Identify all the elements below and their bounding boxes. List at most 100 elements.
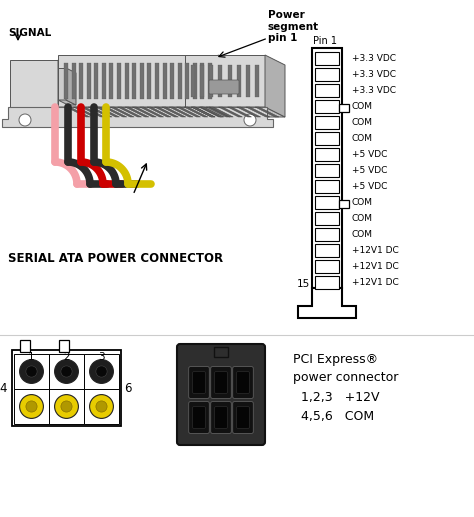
FancyBboxPatch shape: [189, 367, 210, 399]
Polygon shape: [176, 107, 201, 117]
Polygon shape: [10, 60, 58, 108]
Bar: [312, 48, 342, 288]
Polygon shape: [73, 107, 97, 117]
Polygon shape: [219, 107, 242, 117]
Polygon shape: [255, 107, 279, 117]
Circle shape: [26, 401, 37, 412]
Polygon shape: [2, 107, 273, 127]
Bar: [315, 132, 339, 145]
Polygon shape: [58, 60, 78, 118]
Bar: [339, 200, 349, 208]
Text: 3: 3: [98, 352, 105, 362]
Polygon shape: [265, 55, 285, 117]
Text: 4: 4: [0, 383, 7, 396]
Polygon shape: [94, 63, 98, 99]
Polygon shape: [199, 107, 223, 117]
Text: +3.3 VDC: +3.3 VDC: [352, 54, 396, 63]
Polygon shape: [58, 107, 238, 117]
Polygon shape: [169, 107, 193, 117]
Polygon shape: [184, 107, 208, 117]
Circle shape: [90, 394, 113, 418]
Polygon shape: [206, 107, 230, 117]
Polygon shape: [185, 107, 285, 117]
Circle shape: [244, 114, 256, 126]
Polygon shape: [210, 107, 233, 117]
Bar: [315, 276, 339, 289]
Circle shape: [96, 366, 107, 377]
FancyBboxPatch shape: [193, 407, 205, 428]
Polygon shape: [163, 63, 166, 99]
Polygon shape: [298, 288, 356, 318]
Bar: [84, 389, 119, 424]
Polygon shape: [103, 107, 127, 117]
Circle shape: [19, 114, 31, 126]
FancyBboxPatch shape: [193, 372, 205, 393]
Text: 4,5,6   COM: 4,5,6 COM: [301, 410, 374, 423]
Text: 2: 2: [63, 352, 70, 362]
Polygon shape: [109, 63, 113, 99]
Polygon shape: [58, 68, 66, 100]
Text: 1,2,3   +12V: 1,2,3 +12V: [301, 391, 380, 404]
Polygon shape: [87, 63, 91, 99]
Bar: [315, 84, 339, 97]
FancyBboxPatch shape: [237, 372, 249, 393]
Text: COM: COM: [352, 118, 373, 127]
Polygon shape: [58, 55, 218, 107]
Text: +5 VDC: +5 VDC: [352, 166, 387, 175]
Polygon shape: [66, 107, 90, 117]
Text: 6: 6: [124, 383, 131, 396]
Polygon shape: [228, 65, 232, 97]
Text: +5 VDC: +5 VDC: [352, 150, 387, 159]
Polygon shape: [228, 107, 252, 117]
Text: 15: 15: [297, 279, 310, 289]
Text: +3.3 VDC: +3.3 VDC: [352, 70, 396, 79]
Polygon shape: [178, 63, 182, 99]
Polygon shape: [132, 107, 156, 117]
Polygon shape: [117, 63, 121, 99]
FancyBboxPatch shape: [189, 402, 210, 433]
Polygon shape: [140, 63, 144, 99]
Polygon shape: [208, 63, 212, 99]
Text: PCI Express®: PCI Express®: [293, 353, 378, 366]
Polygon shape: [155, 63, 159, 99]
Bar: [315, 244, 339, 257]
Bar: [315, 228, 339, 241]
Polygon shape: [255, 65, 259, 97]
Polygon shape: [125, 63, 128, 99]
Circle shape: [61, 401, 72, 412]
Polygon shape: [219, 65, 222, 97]
Text: Power
segment
pin 1: Power segment pin 1: [268, 10, 319, 43]
Polygon shape: [185, 55, 265, 107]
Bar: [315, 260, 339, 273]
Text: COM: COM: [352, 102, 373, 111]
Bar: [214, 347, 228, 357]
Polygon shape: [72, 63, 75, 99]
Polygon shape: [81, 107, 105, 117]
Polygon shape: [191, 107, 215, 117]
Polygon shape: [201, 63, 204, 99]
Text: +5 VDC: +5 VDC: [352, 182, 387, 191]
Circle shape: [55, 394, 78, 418]
Bar: [315, 68, 339, 81]
Text: COM: COM: [352, 134, 373, 143]
Text: SIGNAL: SIGNAL: [8, 28, 51, 38]
Text: +12V1 DC: +12V1 DC: [352, 246, 399, 255]
Polygon shape: [88, 107, 112, 117]
Polygon shape: [162, 107, 186, 117]
FancyBboxPatch shape: [215, 407, 227, 428]
Polygon shape: [110, 107, 134, 117]
Circle shape: [19, 394, 44, 418]
Polygon shape: [140, 107, 164, 117]
Bar: [315, 116, 339, 129]
Polygon shape: [132, 63, 136, 99]
Polygon shape: [118, 107, 142, 117]
Bar: [339, 104, 349, 112]
Polygon shape: [102, 63, 106, 99]
Polygon shape: [66, 68, 76, 105]
Polygon shape: [237, 65, 241, 97]
FancyBboxPatch shape: [210, 402, 231, 433]
Bar: [20, 340, 30, 352]
Text: COM: COM: [352, 214, 373, 223]
Text: COM: COM: [352, 230, 373, 239]
Bar: [315, 180, 339, 193]
